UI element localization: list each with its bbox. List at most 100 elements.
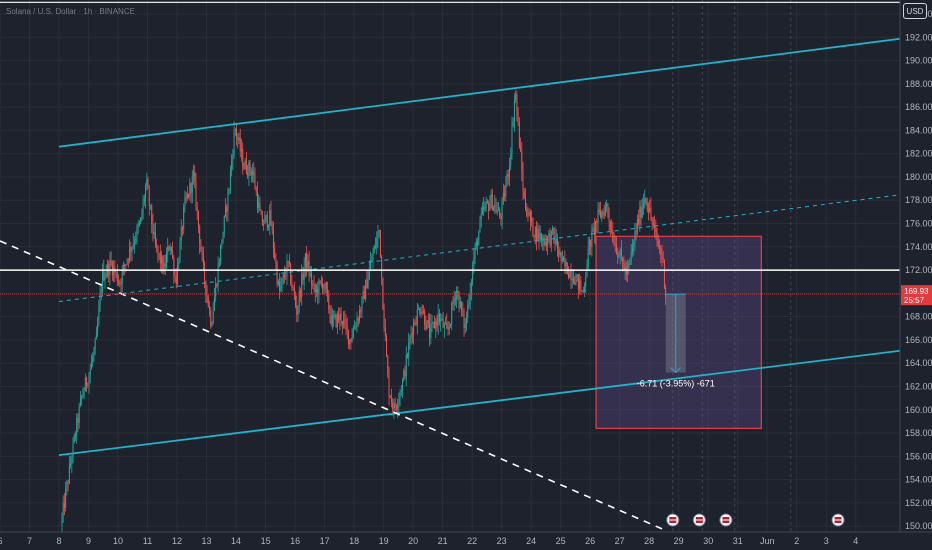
candle	[404, 365, 406, 380]
candle-body	[249, 162, 251, 172]
candle-body	[370, 261, 372, 269]
price-tick-label: 174.00	[905, 242, 932, 252]
candle-body	[313, 284, 315, 286]
candle-body	[414, 322, 416, 325]
candle	[304, 252, 306, 278]
candle-body	[357, 318, 359, 321]
time-tick-label: 22	[467, 536, 477, 546]
candle	[566, 262, 568, 275]
candle-body	[421, 312, 423, 313]
candle	[563, 255, 565, 263]
event-marker-icon[interactable]	[666, 513, 680, 527]
candle-body	[516, 94, 518, 112]
candle	[470, 278, 472, 301]
candle-body	[234, 129, 236, 131]
candle	[435, 317, 437, 338]
candle	[190, 182, 192, 204]
candle-body	[79, 398, 81, 407]
candle	[296, 295, 298, 323]
candle	[255, 185, 257, 196]
candle-body	[499, 209, 501, 217]
candle-body	[486, 201, 488, 203]
candle-body	[232, 155, 234, 161]
candle	[577, 274, 579, 300]
candle	[206, 285, 208, 304]
candle-body	[426, 320, 428, 329]
candle-body	[252, 171, 254, 176]
candle	[172, 241, 174, 260]
candle-body	[281, 278, 283, 286]
price-tick-label: 168.00	[905, 312, 932, 322]
candle	[200, 239, 202, 252]
candle-body	[167, 246, 169, 255]
candle-body	[243, 167, 245, 169]
candle-body	[522, 171, 524, 192]
candle-body	[403, 370, 405, 380]
candle-body	[298, 290, 300, 307]
candle-body	[137, 225, 139, 227]
candle	[502, 183, 504, 205]
candle	[318, 278, 320, 304]
candle	[456, 286, 458, 309]
candle-body	[308, 260, 310, 276]
candle	[427, 313, 429, 329]
currency-button[interactable]: USD	[903, 3, 927, 19]
candle	[164, 254, 166, 276]
candle-body	[88, 374, 90, 386]
candle-body	[320, 281, 322, 283]
candle-body	[100, 289, 102, 294]
candle-body	[415, 324, 417, 325]
candle	[607, 202, 609, 219]
candle-body	[242, 148, 244, 168]
candle-body	[386, 336, 388, 357]
candle	[298, 285, 300, 314]
candle-body	[352, 329, 354, 338]
candle-body	[116, 271, 118, 282]
candle	[239, 128, 241, 158]
candle	[78, 402, 80, 429]
time-tick-label: 21	[438, 536, 448, 546]
candle-body	[361, 297, 363, 312]
candle-body	[517, 111, 519, 122]
time-tick-label: Jun	[760, 536, 775, 546]
candle-body	[363, 291, 365, 300]
candle-body	[569, 270, 571, 278]
candle-body	[431, 322, 433, 325]
candle	[443, 321, 445, 338]
candle-body	[501, 200, 503, 220]
candle	[284, 265, 286, 284]
candle-body	[156, 244, 158, 247]
candle	[373, 244, 375, 254]
candle-body	[151, 205, 153, 224]
event-marker-icon[interactable]	[831, 513, 845, 527]
candle	[490, 189, 492, 209]
event-marker-icon[interactable]	[692, 513, 706, 527]
candle	[411, 327, 413, 344]
time-tick-label: 13	[202, 536, 212, 546]
candle	[598, 202, 600, 216]
candle-body	[602, 211, 604, 213]
candle-body	[449, 323, 451, 326]
candle-body	[221, 243, 223, 245]
candle	[205, 280, 207, 303]
candle-body	[328, 293, 330, 310]
candle	[234, 127, 236, 137]
candle	[414, 319, 416, 326]
candle-body	[83, 391, 85, 395]
candle	[174, 268, 176, 283]
candle	[189, 178, 191, 201]
candle	[489, 195, 491, 212]
candle-body	[301, 273, 303, 297]
candle	[331, 308, 333, 330]
candle	[350, 338, 352, 350]
candle-body	[413, 322, 415, 335]
candle	[511, 116, 513, 160]
candle	[355, 321, 357, 331]
candle	[367, 271, 369, 290]
event-marker-icon[interactable]	[719, 513, 733, 527]
candle-body	[419, 308, 421, 314]
time-tick-label: 23	[497, 536, 507, 546]
candle	[478, 230, 480, 246]
candle-body	[539, 233, 541, 240]
